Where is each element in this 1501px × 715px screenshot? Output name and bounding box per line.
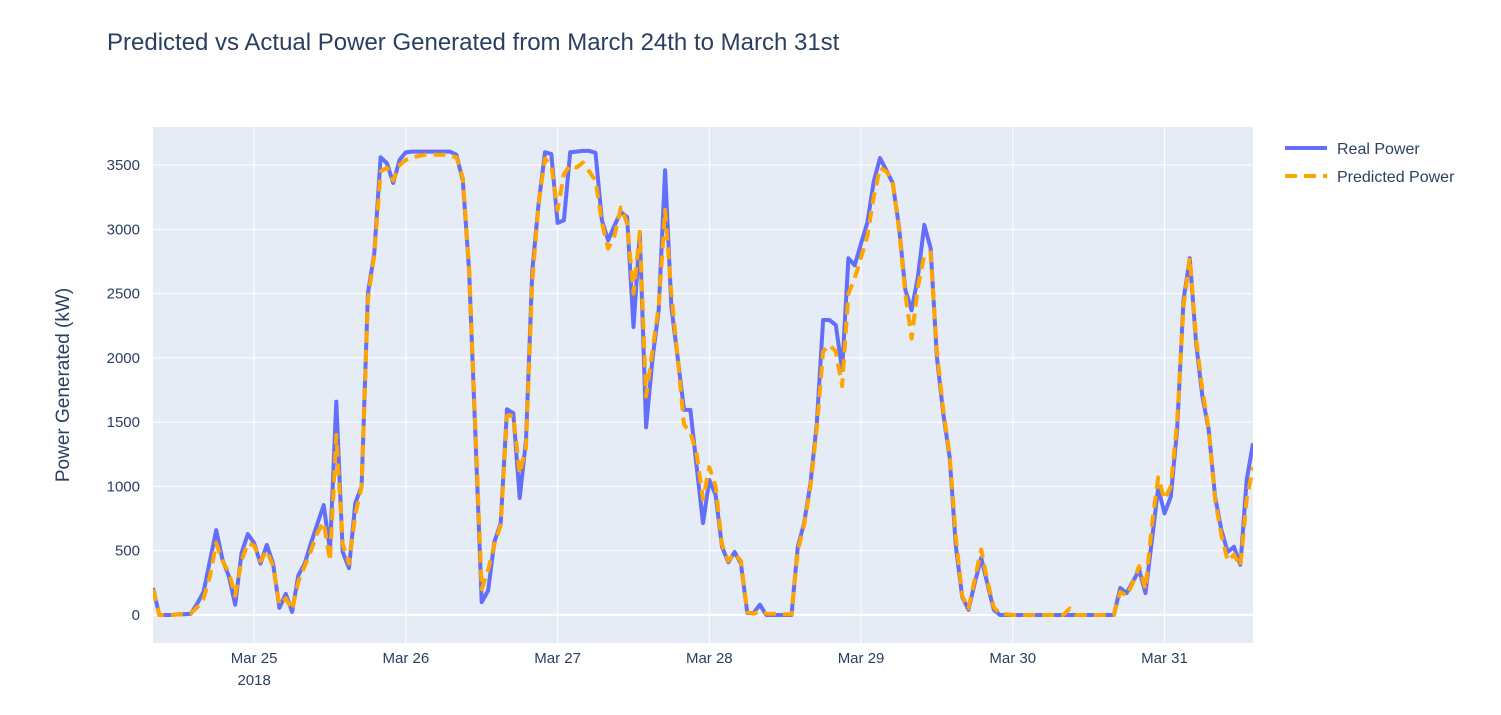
y-tick-label: 3000 (107, 221, 140, 238)
y-tick-label: 3500 (107, 157, 140, 174)
y-tick-label: 2500 (107, 286, 140, 303)
chart-title: Predicted vs Actual Power Generated from… (107, 29, 840, 56)
x-tick-label: Mar 26 (383, 650, 430, 667)
y-tick-label: 2000 (107, 350, 140, 367)
x-tick-label: Mar 25 (231, 650, 278, 667)
legend[interactable]: Real Power Predicted Power (1285, 141, 1455, 186)
y-axis-title: Power Generated (kW) (53, 288, 74, 482)
y-tick-label: 0 (132, 607, 140, 624)
x-tick-label: Mar 28 (686, 650, 733, 667)
series-line-predicted-power (153, 152, 1253, 617)
x-tick-label: Mar 29 (838, 650, 885, 667)
legend-label[interactable]: Predicted Power (1337, 169, 1455, 186)
y-tick-label: 1500 (107, 414, 140, 431)
plot-background (153, 127, 1253, 643)
x-tick-sublabel: 2018 (237, 672, 270, 689)
series-line-real-power (153, 148, 1253, 617)
x-tick-label: Mar 31 (1141, 650, 1188, 667)
x-tick-label: Mar 27 (534, 650, 581, 667)
y-tick-label: 1000 (107, 478, 140, 495)
x-tick-label: Mar 30 (989, 650, 1036, 667)
y-tick-labels: 0 500 1000 1500 2000 2500 3000 3500 (107, 157, 140, 624)
legend-label[interactable]: Real Power (1337, 141, 1420, 158)
x-tick-labels: Mar 25 2018 Mar 26 Mar 27 Mar 28 Mar 29 Mar 30… (231, 650, 1188, 689)
y-tick-label: 500 (115, 543, 140, 560)
series-lines (153, 148, 1253, 617)
